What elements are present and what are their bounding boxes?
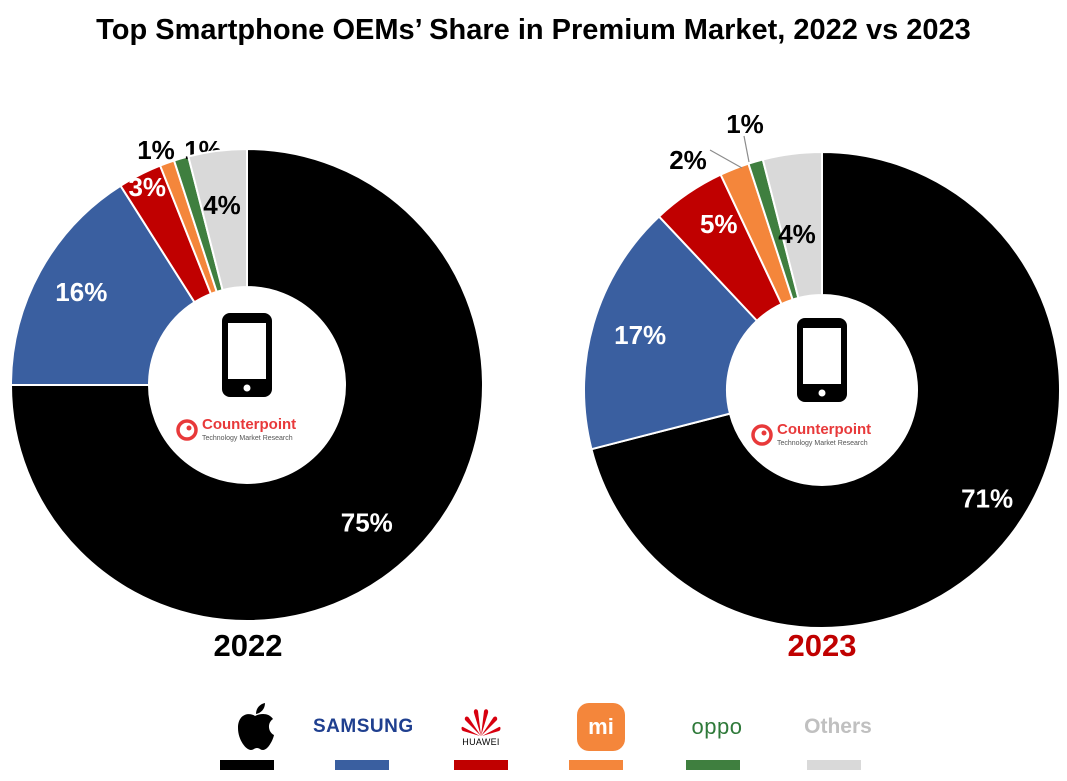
legend-label-others: Others: [804, 715, 872, 738]
slice-samsung-2022: [9, 184, 196, 386]
year-label-2023: 2023: [787, 628, 857, 663]
huawei-logo-icon: [461, 709, 501, 736]
counterpoint-brand: Counterpoint: [777, 421, 871, 438]
legend-item-samsung: SAMSUNG: [313, 702, 413, 774]
counterpoint-logo-dot: [186, 425, 192, 431]
slice-apple-2022: [9, 147, 484, 622]
legend-item-xiaomi: mi: [556, 702, 646, 774]
counterpoint-tagline: Technology Market Research: [202, 435, 293, 442]
leader-line: [709, 149, 743, 169]
data-label-others-2023: 4%: [778, 219, 816, 249]
legend-label-xiaomi: mi: [588, 714, 614, 739]
data-label-samsung-2022: 16%: [55, 277, 107, 307]
legend-item-others: Others: [793, 702, 883, 774]
phone-screen: [228, 323, 266, 379]
legend-label-oppo: oppo: [691, 714, 743, 739]
legend-label-huawei: HUAWEI: [462, 737, 500, 747]
legend-label-samsung: SAMSUNG: [313, 716, 414, 737]
legend-swatch-others: [807, 760, 861, 770]
data-label-apple-2022: 75%: [341, 508, 393, 538]
data-label-huawei-2023: 5%: [700, 209, 738, 239]
phone-button: [243, 384, 251, 392]
data-label-huawei-2022: 3%: [128, 172, 166, 202]
slice-others-2023: [761, 150, 823, 300]
counterpoint-logo-icon: [751, 424, 773, 446]
counterpoint-logo-dot: [761, 430, 767, 436]
phone-screen: [803, 328, 841, 384]
slice-apple-2023: [590, 150, 1061, 629]
legend-swatch-huawei: [454, 760, 508, 770]
slice-samsung-2023: [583, 215, 759, 451]
chart-title: Top Smartphone OEMs’ Share in Premium Ma…: [96, 14, 971, 46]
legend-swatch-apple: [220, 760, 274, 770]
legend-swatch-samsung: [335, 760, 389, 770]
counterpoint-tagline: Technology Market Research: [777, 440, 868, 447]
data-label-others-2022: 4%: [203, 190, 241, 220]
donut-chart-2023: 71% 17% 5% 2% 1% 4% Counterpoint Technology Mar…: [583, 109, 1061, 629]
data-label-oppo-2023: 1%: [726, 109, 764, 139]
phone-button: [818, 389, 826, 397]
legend-swatch-oppo: [686, 760, 740, 770]
legend-swatch-xiaomi: [569, 760, 623, 770]
data-label-xiaomi-2022: 1%: [137, 135, 175, 165]
data-label-xiaomi-2023: 2%: [669, 145, 707, 175]
year-label-2022: 2022: [213, 628, 283, 663]
counterpoint-brand: Counterpoint: [202, 416, 296, 433]
xiaomi-logo-icon: mi: [577, 703, 625, 751]
data-label-samsung-2023: 17%: [614, 320, 666, 350]
leader-line: [743, 135, 750, 163]
slice-others-2022: [187, 147, 248, 292]
legend-item-huawei: HUAWEI: [436, 702, 526, 774]
counterpoint-logo-icon: [176, 419, 198, 441]
legend-item-apple: [210, 702, 300, 774]
legend-item-oppo: oppo: [672, 702, 762, 774]
data-label-apple-2023: 71%: [961, 483, 1013, 513]
apple-logo-icon: [210, 702, 300, 752]
